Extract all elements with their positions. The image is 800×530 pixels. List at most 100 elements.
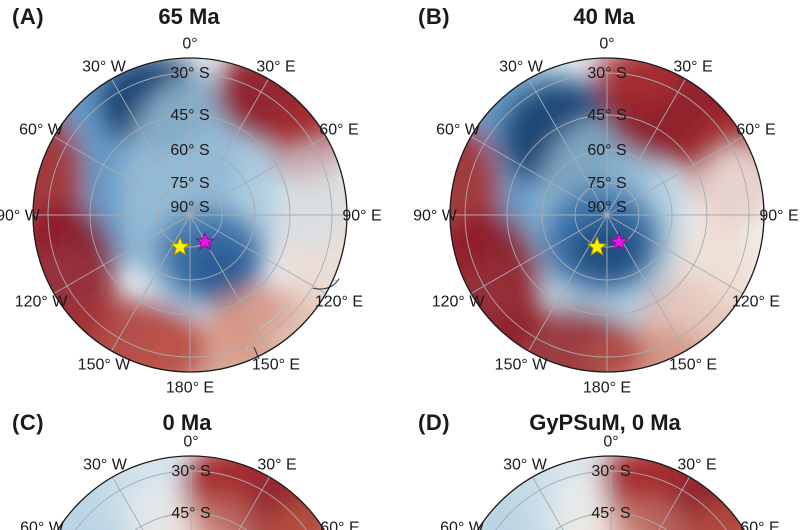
panel-c-title: 0 Ma xyxy=(162,410,212,435)
longitude-label: 90° E xyxy=(759,208,798,225)
longitude-label: 120° W xyxy=(15,294,69,311)
graticule xyxy=(33,58,347,372)
latitude-label: 75° S xyxy=(587,175,626,192)
meridian-line xyxy=(53,136,191,216)
longitude-label: 150° W xyxy=(495,356,549,373)
longitude-label: 30° E xyxy=(673,59,712,76)
anomaly-field xyxy=(33,58,347,372)
panel-a-map: 0° 30° E 60° E 90° E 120° E 150° E 180° E 150° … xyxy=(0,36,382,397)
meridian-line xyxy=(606,136,744,216)
longitude-label: 90° W xyxy=(0,208,41,225)
longitude-label: 0° xyxy=(603,434,618,451)
magenta-star-marker xyxy=(195,231,215,251)
longitude-label: 30° E xyxy=(677,457,716,474)
panel-a-letter: (A) xyxy=(12,4,45,29)
meridian-line xyxy=(111,214,191,352)
longitude-label: 60° E xyxy=(740,520,779,530)
latitude-label: 30° S xyxy=(591,463,630,480)
yellow-star-marker xyxy=(169,235,191,257)
latitude-label: 45° S xyxy=(587,107,626,124)
longitude-label: 60° W xyxy=(20,520,65,530)
meridian-line xyxy=(532,476,564,530)
longitude-label: 30° E xyxy=(257,457,296,474)
map-outline xyxy=(32,57,348,373)
meridian-line xyxy=(53,214,191,294)
anomaly-blob xyxy=(126,478,196,530)
latitude-label: 30° S xyxy=(170,65,209,82)
latitude-label: 30° S xyxy=(171,463,210,480)
longitude-label: 60° E xyxy=(736,122,775,139)
latitude-label: 75° S xyxy=(170,175,209,192)
anomaly-blob xyxy=(270,150,347,250)
graticule xyxy=(75,456,307,530)
panel-d-title: GyPSuM, 0 Ma xyxy=(529,410,681,435)
anomaly-blob xyxy=(551,470,615,530)
longitude-label: 0° xyxy=(182,36,197,53)
plate-boundary-line xyxy=(223,273,323,364)
panel-d-letter: (D) xyxy=(418,410,451,435)
meridian-line xyxy=(658,476,690,530)
meridian-line xyxy=(238,476,270,530)
anomaly-blob xyxy=(482,308,642,372)
longitude-label: 60° W xyxy=(19,122,64,139)
meridian-line xyxy=(189,214,327,294)
latitude-label: 45° S xyxy=(591,505,630,522)
anomaly-blob xyxy=(210,285,290,335)
longitude-label: 150° E xyxy=(252,356,300,373)
anomaly-blob xyxy=(667,225,757,315)
longitude-label: 0° xyxy=(183,434,198,451)
meridian-line xyxy=(606,78,686,216)
latitude-label: 45° S xyxy=(170,107,209,124)
latitude-label: 90° S xyxy=(170,199,209,216)
panel-a-title: 65 Ma xyxy=(158,4,220,29)
plate-boundaries xyxy=(223,273,339,364)
meridian-line xyxy=(112,476,144,530)
longitude-label: 30° W xyxy=(82,59,127,76)
longitude-label: 120° W xyxy=(432,294,486,311)
anomaly-blob xyxy=(183,237,253,297)
panel-d-map: 0° 30° E 60° E 60° W 30° W 30° S 45° S xyxy=(440,434,780,530)
panel-c-map: 0° 30° E 60° E 60° W 30° W 30° S 45° S xyxy=(20,434,360,530)
longitude-label: 60° W xyxy=(436,122,481,139)
longitude-label: 60° E xyxy=(320,520,359,530)
graticule xyxy=(495,456,727,530)
meridian-line xyxy=(470,136,608,216)
longitude-label: 150° E xyxy=(669,356,717,373)
meridian-line xyxy=(528,78,608,216)
longitude-label: 60° E xyxy=(319,122,358,139)
magenta-star-marker xyxy=(609,231,629,251)
longitude-label: 30° E xyxy=(256,59,295,76)
panel-c-letter: (C) xyxy=(12,410,45,435)
latitude-label: 60° S xyxy=(587,142,626,159)
longitude-label: 0° xyxy=(599,36,614,53)
map-outline xyxy=(449,57,765,373)
latitude-label: 60° S xyxy=(170,142,209,159)
longitude-label: 120° E xyxy=(732,294,780,311)
longitude-label: 30° W xyxy=(503,457,548,474)
meridian-line xyxy=(528,214,608,352)
longitude-label: 90° W xyxy=(413,208,458,225)
longitude-label: 30° W xyxy=(83,457,128,474)
map-outline xyxy=(477,455,745,530)
latitude-label: 30° S xyxy=(587,65,626,82)
longitude-label: 120° E xyxy=(315,294,363,311)
meridian-line xyxy=(470,214,608,294)
longitude-label: 180° E xyxy=(166,380,214,397)
map-outline xyxy=(57,455,325,530)
yellow-star-marker xyxy=(586,235,608,257)
meridian-line xyxy=(189,136,327,216)
longitude-label: 180° E xyxy=(583,380,631,397)
longitude-label: 90° E xyxy=(342,208,381,225)
panel-b-map: 0° 30° E 60° E 90° E 120° E 150° E 180° E 150° … xyxy=(413,36,799,397)
meridian-line xyxy=(111,78,191,216)
longitude-label: 150° W xyxy=(78,356,132,373)
longitude-label: 60° W xyxy=(440,520,485,530)
latitude-label: 90° S xyxy=(587,199,626,216)
meridian-line xyxy=(606,214,744,294)
panel-b-letter: (B) xyxy=(418,4,451,29)
latitude-label: 45° S xyxy=(171,505,210,522)
graticule xyxy=(450,58,764,372)
meridian-line xyxy=(189,78,269,216)
